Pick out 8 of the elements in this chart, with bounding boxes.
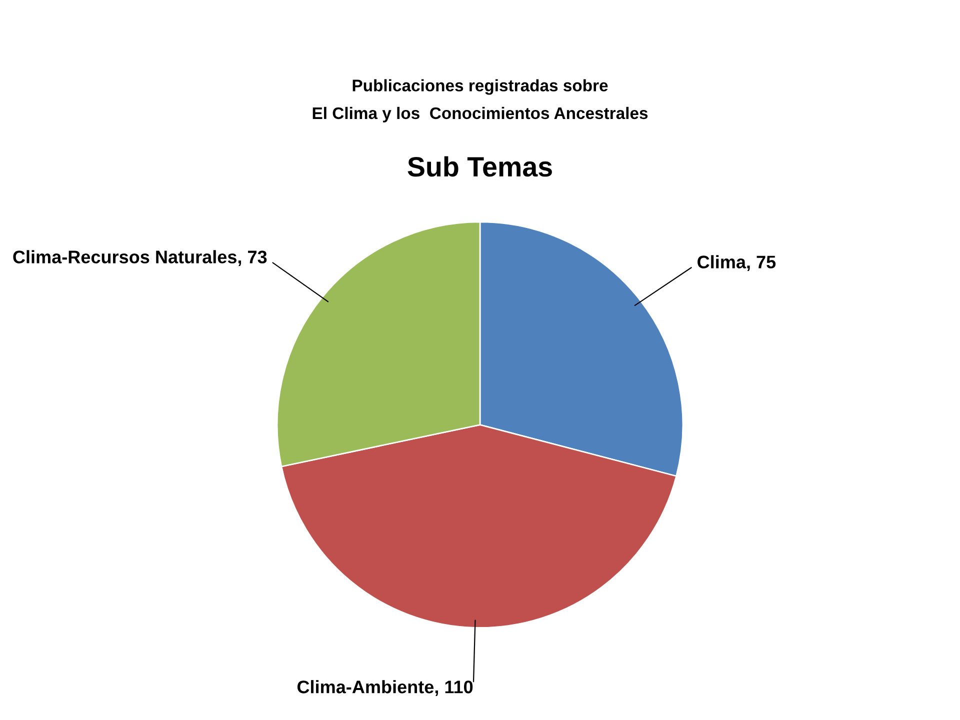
chart-subtitle: Sub Temas (408, 156, 552, 177)
slice-label: Clima-Recursos Naturales (13, 250, 236, 264)
data-label: , 110 (435, 680, 473, 696)
chart-title: Publicaciones registradas sobre El Clima y los Conocimientos Ancestrales (312, 79, 648, 122)
slice-label: Clima (698, 255, 746, 268)
data-label: , 75 (747, 256, 776, 272)
slice-label: Clima-Ambiente (297, 680, 434, 694)
data-label: , 73 (238, 250, 267, 266)
